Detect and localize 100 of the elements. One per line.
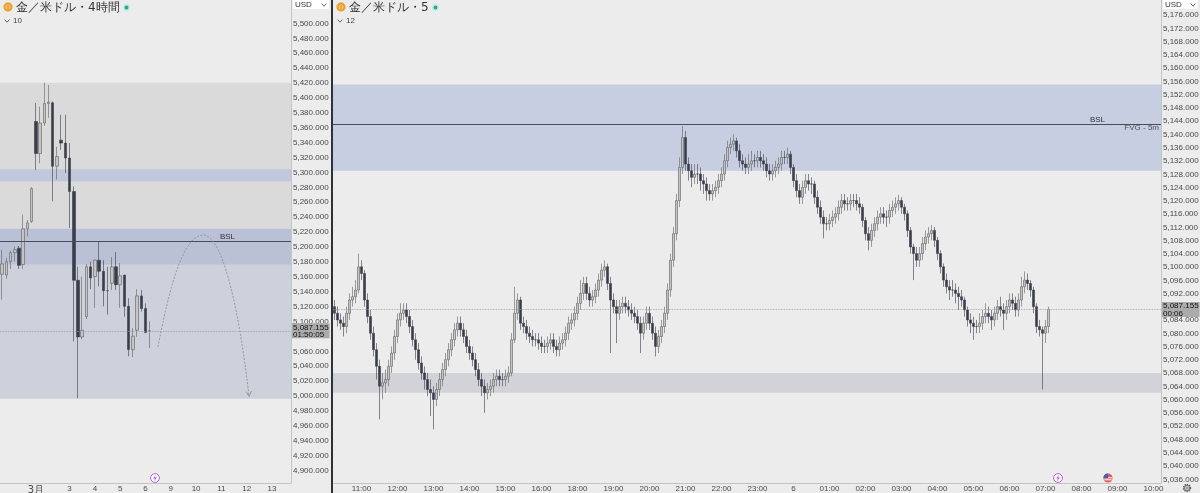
y-tick-label: 5,144.000 (1163, 116, 1200, 126)
y-tick-label: 5,140.000 (293, 286, 330, 296)
candlestick (882, 206, 885, 225)
candlestick (828, 213, 831, 231)
x-tick-label: 11 (217, 483, 227, 493)
candlestick (531, 329, 534, 347)
band-label: FVG - 5m (1124, 123, 1160, 133)
y-tick-label: 5,040.000 (1163, 461, 1200, 471)
candlestick (990, 309, 993, 331)
candlestick (786, 147, 789, 165)
candlestick (543, 339, 546, 354)
y-tick-label: 5,068.000 (1163, 368, 1200, 378)
y-tick-label: 5,180.000 (293, 257, 330, 267)
candlestick (106, 266, 109, 315)
candlestick (618, 299, 621, 321)
candlestick (846, 196, 849, 211)
candlestick (546, 336, 549, 354)
y-tick-label: 5,092.000 (1163, 288, 1200, 298)
y-axis-title: USD (295, 0, 312, 9)
x-tick-label: 22:00 (711, 483, 733, 493)
candlestick (885, 210, 888, 228)
candlestick (780, 150, 783, 172)
y-tick-label: 5,060.000 (1163, 394, 1200, 404)
y-tick-label: 5,160.000 (293, 272, 330, 282)
y-tick-label: 5,036.000 (1163, 474, 1200, 484)
y-tick-label: 5,080.000 (1163, 328, 1200, 338)
dropdown-field: USD (1163, 0, 1198, 9)
x-tick-label: 01:00 (819, 483, 841, 493)
x-tick-label: 09:00 (1107, 483, 1129, 493)
x-tick-label: 3月 (27, 483, 45, 493)
candlestick (843, 193, 846, 211)
ref-line-label: BSL (219, 232, 236, 241)
y-tick-label: 5,300.000 (293, 167, 330, 177)
candlestick (540, 336, 543, 354)
y-tick-label: 4,900.000 (293, 465, 330, 475)
x-tick-label: 12 (242, 483, 252, 493)
y-tick-label: 5,040.000 (293, 361, 330, 371)
y-tick-label: 5,100.000 (1163, 262, 1200, 272)
y-tick-label: 5,056.000 (1163, 408, 1200, 418)
dropdown-field: USD (293, 0, 329, 9)
y-tick-label: 5,176.000 (1163, 10, 1200, 20)
candlestick (888, 203, 891, 225)
x-tick-label: 18:00 (567, 483, 589, 493)
candlestick (705, 177, 708, 201)
x-tick-label: 20:00 (639, 483, 661, 493)
candlestick (504, 369, 507, 387)
y-tick-label: 5,048.000 (1163, 434, 1200, 444)
candlestick (148, 320, 151, 349)
candlestick (807, 173, 810, 191)
y-tick-label: 5,044.000 (1163, 448, 1200, 457)
candlestick (558, 336, 561, 357)
candlestick (93, 259, 97, 309)
candlestick (972, 316, 975, 341)
candlestick (110, 256, 114, 291)
candlestick (750, 150, 753, 172)
y-tick-label: 5,480.000 (293, 33, 330, 43)
y-tick-label: 5,132.000 (1163, 156, 1200, 166)
y-tick-label: 5,460.000 (293, 48, 330, 58)
y-tick-label: 5,240.000 (293, 212, 330, 222)
ref-line-label: BSL (1089, 114, 1106, 124)
y-tick-label: 5,120.000 (1163, 196, 1200, 206)
y-tick-label: 4,960.000 (293, 421, 330, 431)
candlestick (753, 153, 756, 168)
y-tick-label: 5,096.000 (1163, 275, 1200, 285)
candlestick (627, 299, 630, 317)
candlestick (519, 296, 522, 331)
y-tick-label: 5,500.000 (293, 18, 330, 28)
candlestick (732, 133, 735, 152)
x-tick-label: 11:00 (351, 483, 372, 493)
candlestick (21, 214, 25, 270)
candlestick (549, 332, 552, 351)
y-tick-label: 5,340.000 (293, 137, 330, 147)
y-tick-label: 5,172.000 (1163, 23, 1200, 33)
candlestick (897, 194, 900, 211)
candlestick (774, 160, 777, 178)
candlestick (30, 186, 33, 224)
candlestick (17, 245, 21, 270)
candlestick (957, 286, 960, 311)
x-tick-label: 6 (791, 483, 797, 493)
candlestick (624, 296, 627, 314)
x-tick-label: 08:00 (1071, 483, 1093, 493)
candlestick (831, 210, 834, 228)
candlestick (756, 150, 759, 168)
y-tick-label: 5,220.000 (293, 227, 330, 237)
candlestick (51, 101, 54, 202)
x-tick-label: 06:00 (999, 483, 1021, 493)
candlestick (849, 193, 852, 211)
candlestick (783, 150, 786, 165)
x-tick-label: 02:00 (855, 483, 877, 493)
y-tick-label: 5,200.000 (293, 242, 330, 252)
x-tick-label: 05:00 (963, 483, 985, 493)
y-tick-label: 4,920.000 (293, 450, 330, 460)
candlestick (1014, 296, 1017, 317)
x-tick-label: 5 (117, 483, 123, 493)
x-tick-label: 13 (267, 483, 278, 493)
x-tick-label: 03:00 (891, 483, 913, 493)
candlestick (498, 369, 501, 387)
y-tick-label: 5,104.000 (1163, 249, 1200, 259)
candlestick (534, 332, 537, 347)
candlestick (118, 262, 122, 309)
